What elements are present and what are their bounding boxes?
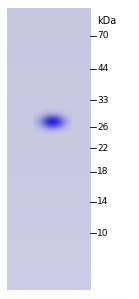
Text: 22: 22 xyxy=(97,144,109,152)
Text: 44: 44 xyxy=(97,64,109,73)
Text: 10: 10 xyxy=(97,229,109,238)
Text: 70: 70 xyxy=(97,31,109,40)
Text: 33: 33 xyxy=(97,96,109,105)
Text: kDa: kDa xyxy=(97,16,116,26)
Text: 14: 14 xyxy=(97,197,109,206)
Text: 26: 26 xyxy=(97,123,109,132)
Text: 18: 18 xyxy=(97,167,109,176)
